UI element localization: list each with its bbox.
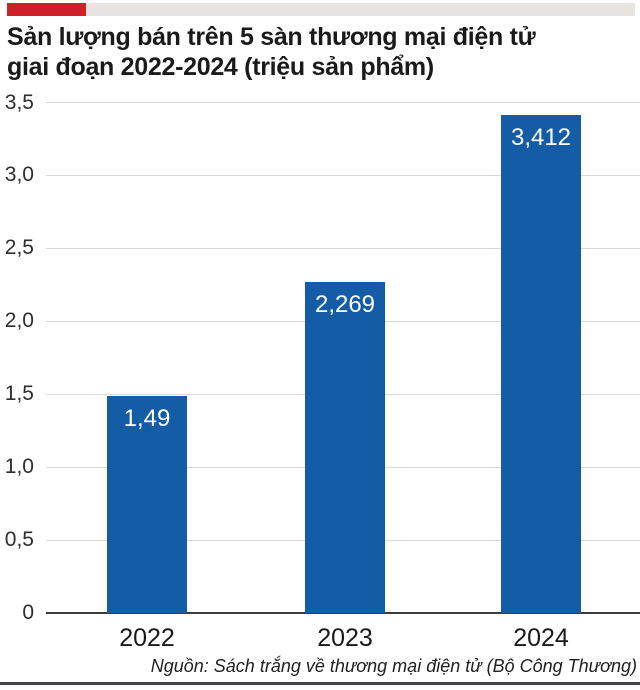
bar-2022: 1,49 [107, 395, 187, 613]
bar-2023: 2,269 [305, 282, 385, 613]
chart-title-line1: Sản lượng bán trên 5 sàn thương mại điện… [7, 23, 536, 51]
chart-title-line2: giai đoạn 2022-2024 (triệu sản phẩm) [7, 53, 434, 81]
gridline [46, 102, 640, 103]
y-tick-label: 0,5 [4, 528, 34, 552]
masthead-strip [7, 3, 635, 16]
bar-value-label: 1,49 [123, 404, 171, 432]
bar-value-label: 3,412 [510, 124, 572, 152]
x-tick-label: 2022 [119, 624, 175, 652]
bottom-rule [0, 682, 640, 685]
y-tick-label: 2,0 [4, 309, 34, 333]
y-tick-label: 1,0 [4, 455, 34, 479]
gridline [46, 174, 640, 176]
x-tick-label: 2023 [317, 624, 373, 652]
y-tick-label: 2,5 [4, 236, 34, 260]
gridline [46, 247, 640, 249]
bar-2024: 3,412 [501, 115, 581, 613]
masthead-accent-block [7, 3, 86, 16]
chart-title: Sản lượng bán trên 5 sàn thương mại điện… [7, 22, 637, 82]
source-attribution: Nguồn: Sách trắng về thương mại điện tử … [150, 656, 637, 676]
y-tick-label: 1,5 [4, 382, 34, 406]
y-tick-label: 0 [22, 601, 34, 624]
x-tick-label: 2024 [513, 624, 569, 652]
y-tick-label: 3,0 [4, 163, 34, 187]
x-axis-line [46, 612, 640, 614]
bar-value-label: 2,269 [314, 291, 376, 319]
y-tick-label: 3,5 [4, 90, 34, 114]
